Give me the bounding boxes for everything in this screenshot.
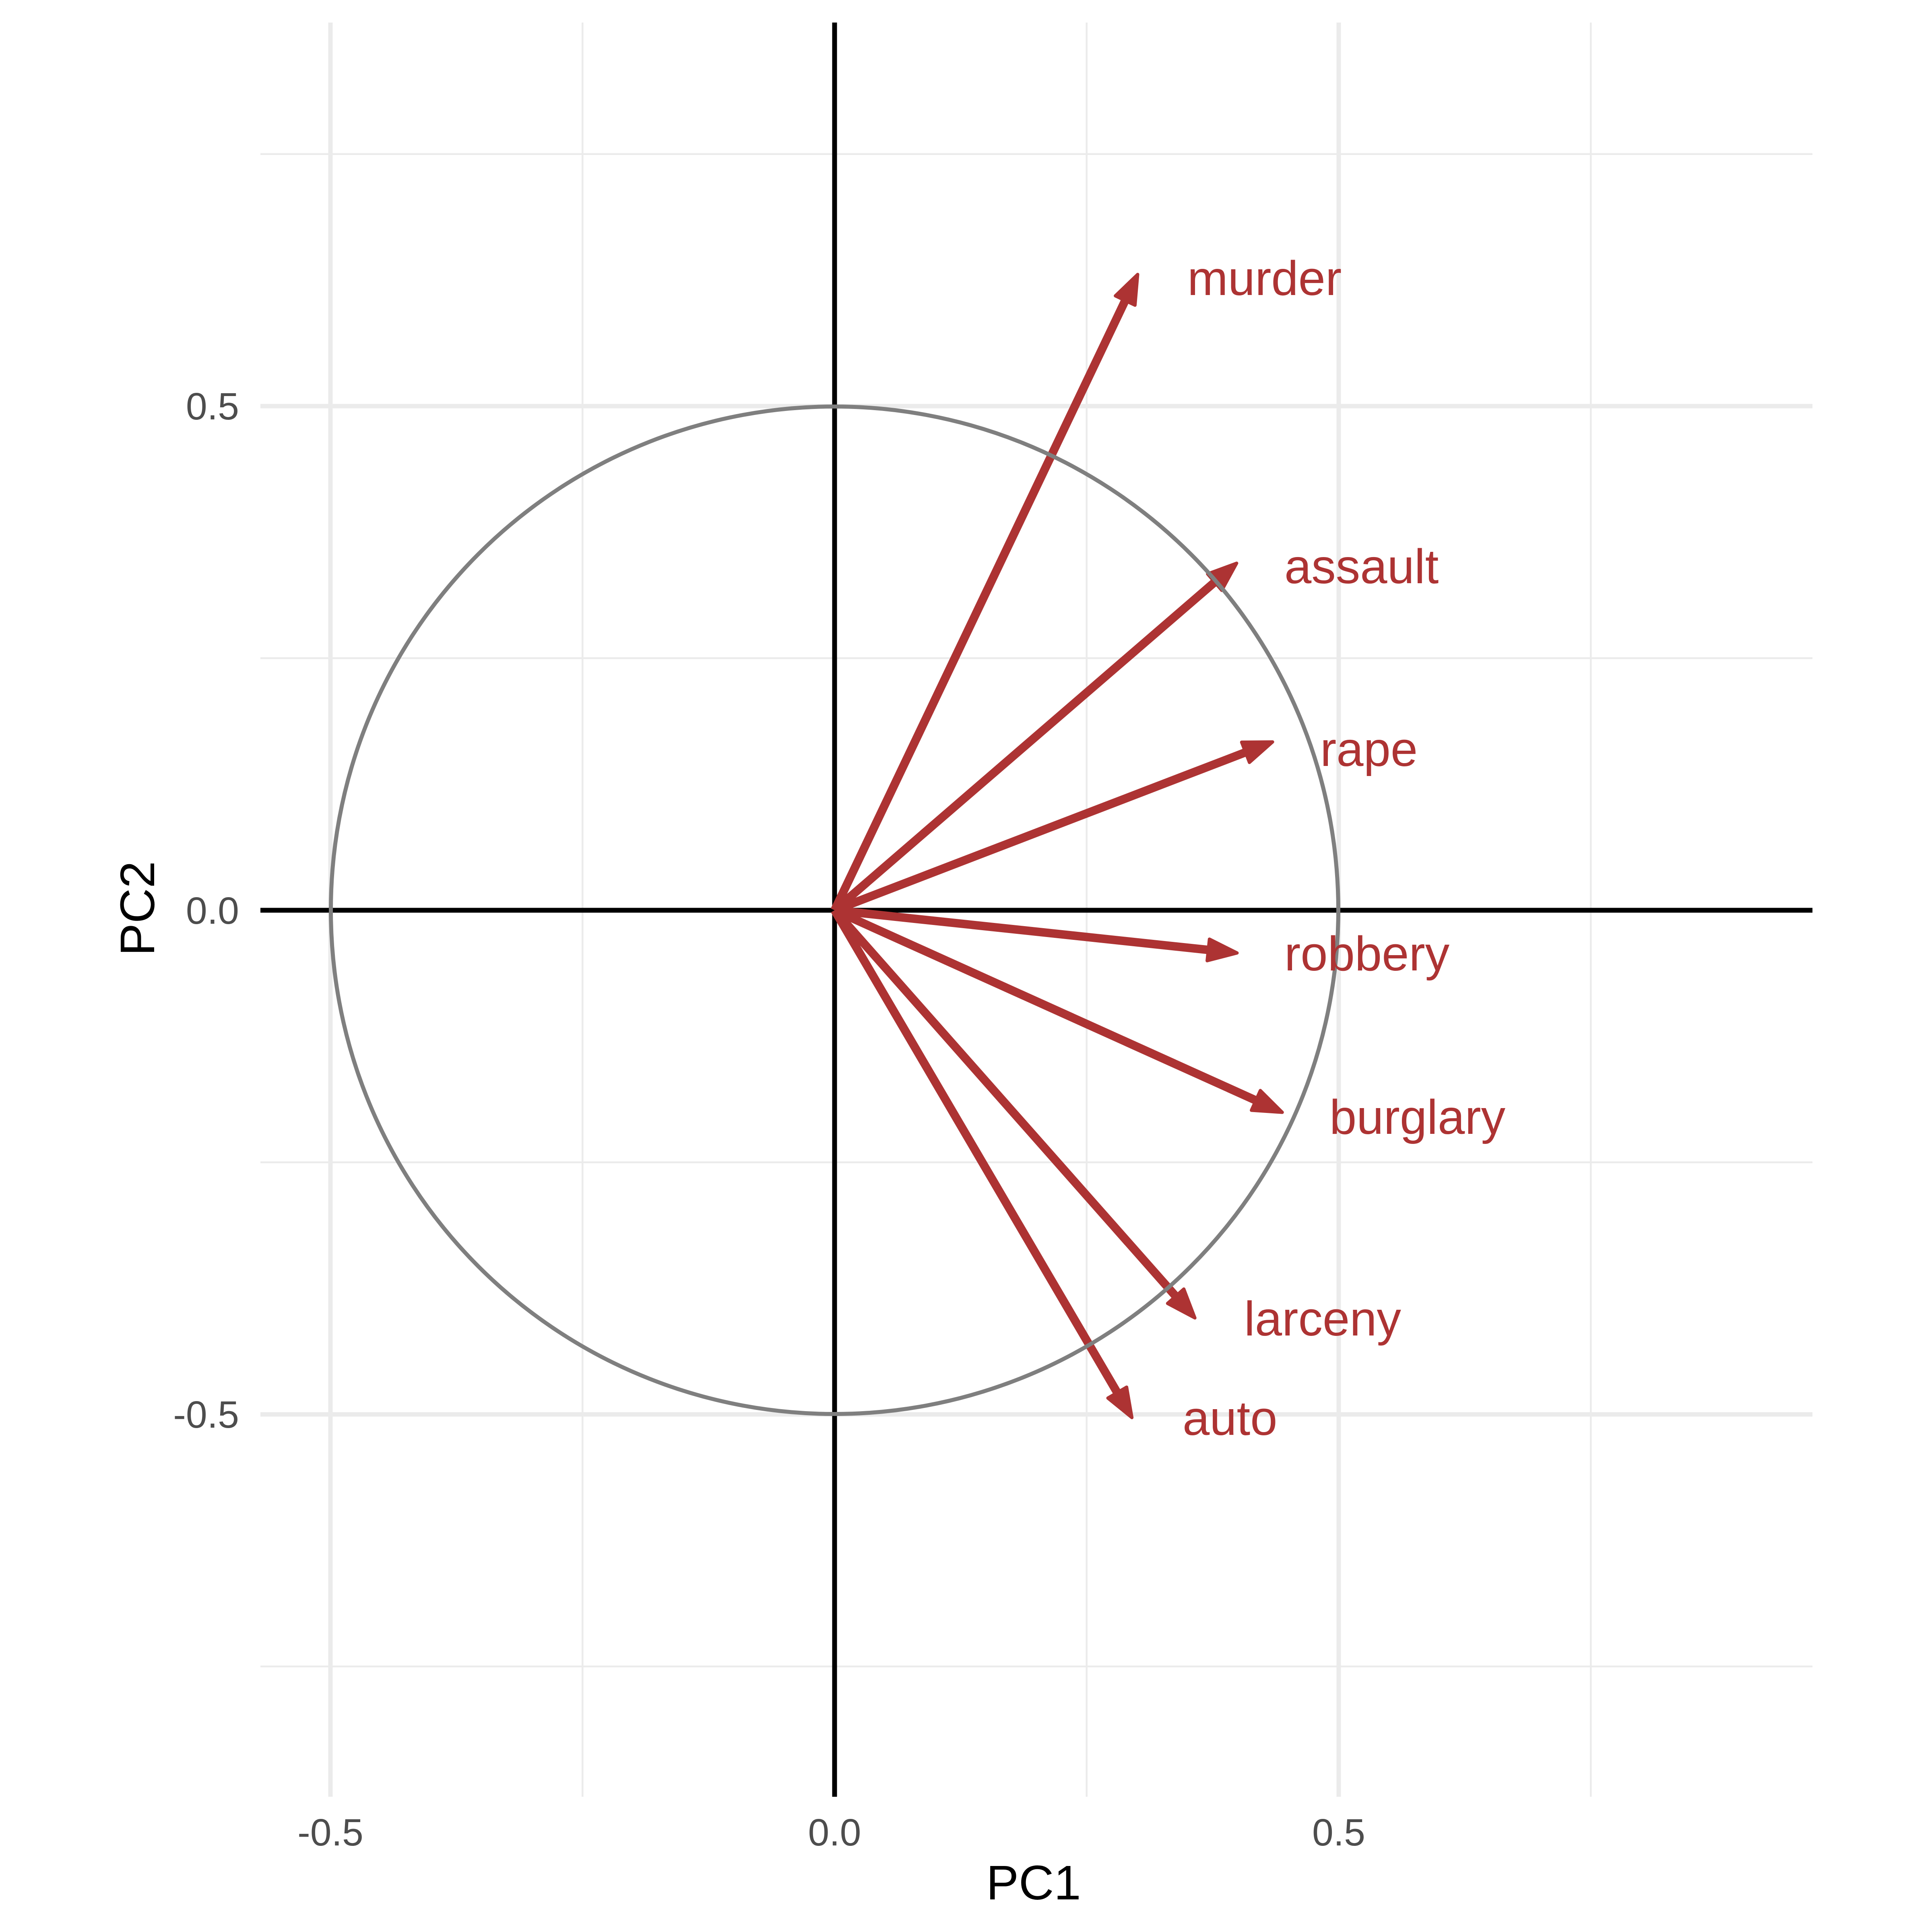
svg-text:rape: rape: [1320, 722, 1418, 776]
svg-text:0.5: 0.5: [186, 385, 239, 428]
svg-text:0.0: 0.0: [186, 890, 239, 932]
svg-text:PC2: PC2: [110, 861, 165, 956]
svg-text:-0.5: -0.5: [297, 1811, 363, 1854]
svg-text:-0.5: -0.5: [173, 1393, 239, 1436]
svg-text:0.5: 0.5: [1312, 1811, 1365, 1854]
svg-text:murder: murder: [1187, 251, 1342, 305]
svg-text:larceny: larceny: [1244, 1291, 1402, 1346]
svg-text:robbery: robbery: [1284, 926, 1450, 981]
svg-text:0.0: 0.0: [808, 1811, 861, 1854]
svg-text:PC1: PC1: [986, 1855, 1081, 1910]
svg-text:assault: assault: [1284, 539, 1439, 594]
svg-text:burglary: burglary: [1329, 1090, 1506, 1144]
svg-text:auto: auto: [1183, 1391, 1278, 1445]
